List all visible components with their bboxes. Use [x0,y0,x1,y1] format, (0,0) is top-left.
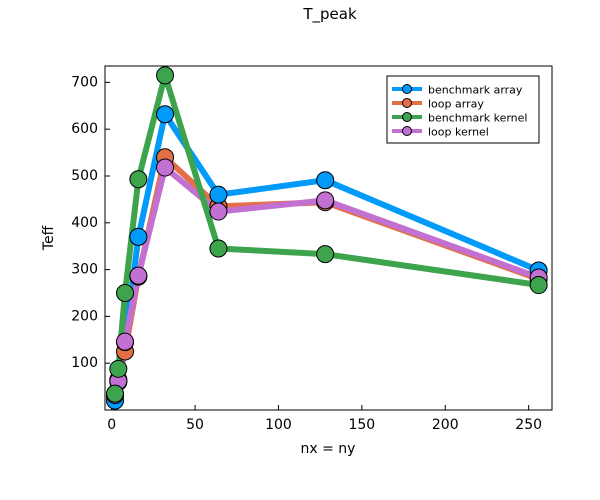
legend-marker-loop-array [402,98,412,108]
x-tick-label-200: 200 [432,417,459,433]
x-tick-label-0: 0 [107,417,116,433]
data-point-benchmark-kernel-32 [156,66,175,85]
legend-entry-benchmark-array: benchmark array [392,84,523,97]
y-tick-label-700: 700 [71,74,98,90]
data-point-benchmark-array-32 [156,105,175,124]
chart-title: T_peak [302,5,357,24]
data-point-loop-kernel-8 [116,332,135,351]
plot-area: 0 50 100 150 200 250 100 200 300 400 500 600 700 [71,65,553,433]
legend-entry-loop-array: loop array [392,98,484,111]
legend-entry-loop-kernel: loop kernel [392,126,489,139]
data-point-loop-kernel-128 [316,191,335,210]
y-tick-label-300: 300 [71,262,98,278]
legend-label-loop-array: loop array [428,98,484,111]
legend-label-loop-kernel: loop kernel [428,126,489,139]
x-axis-label: nx = ny [301,441,356,457]
legend-label-benchmark-array: benchmark array [428,84,523,97]
data-point-benchmark-kernel-128 [316,245,335,264]
legend: benchmark array loop array benchmark ker… [386,75,540,144]
x-tick-label-50: 50 [186,417,204,433]
data-point-benchmark-array-128 [316,171,335,190]
y-tick-label-200: 200 [71,308,98,324]
x-tick-label-250: 250 [515,417,542,433]
x-axis-ticks: 0 50 100 150 200 250 [107,405,542,433]
series-markers [106,66,548,410]
data-point-benchmark-kernel-256 [529,276,548,295]
x-tick-label-150: 150 [348,417,375,433]
data-point-loop-kernel-16 [129,266,148,285]
y-tick-label-100: 100 [71,355,98,371]
legend-label-benchmark-kernel: benchmark kernel [428,112,527,125]
data-point-benchmark-kernel-64 [209,239,228,258]
data-point-benchmark-array-64 [209,185,228,204]
legend-marker-loop-kernel [402,126,412,136]
x-tick-label-100: 100 [265,417,292,433]
data-point-benchmark-kernel-2 [106,384,125,403]
data-point-loop-kernel-64 [209,202,228,221]
data-point-benchmark-kernel-16 [129,170,148,189]
legend-marker-benchmark-array [402,84,412,94]
plot-frame [104,65,553,411]
data-point-loop-kernel-32 [156,158,175,177]
legend-marker-benchmark-kernel [402,112,412,122]
y-tick-label-400: 400 [71,215,98,231]
data-point-benchmark-kernel-8 [116,283,135,302]
legend-entry-benchmark-kernel: benchmark kernel [392,112,527,125]
y-tick-label-500: 500 [71,168,98,184]
y-axis-ticks: 100 200 300 400 500 600 700 [71,74,110,371]
y-tick-label-600: 600 [71,121,98,137]
data-point-benchmark-kernel-4 [109,359,128,378]
data-point-benchmark-array-16 [129,227,148,246]
y-axis-label: Teff [41,225,57,251]
